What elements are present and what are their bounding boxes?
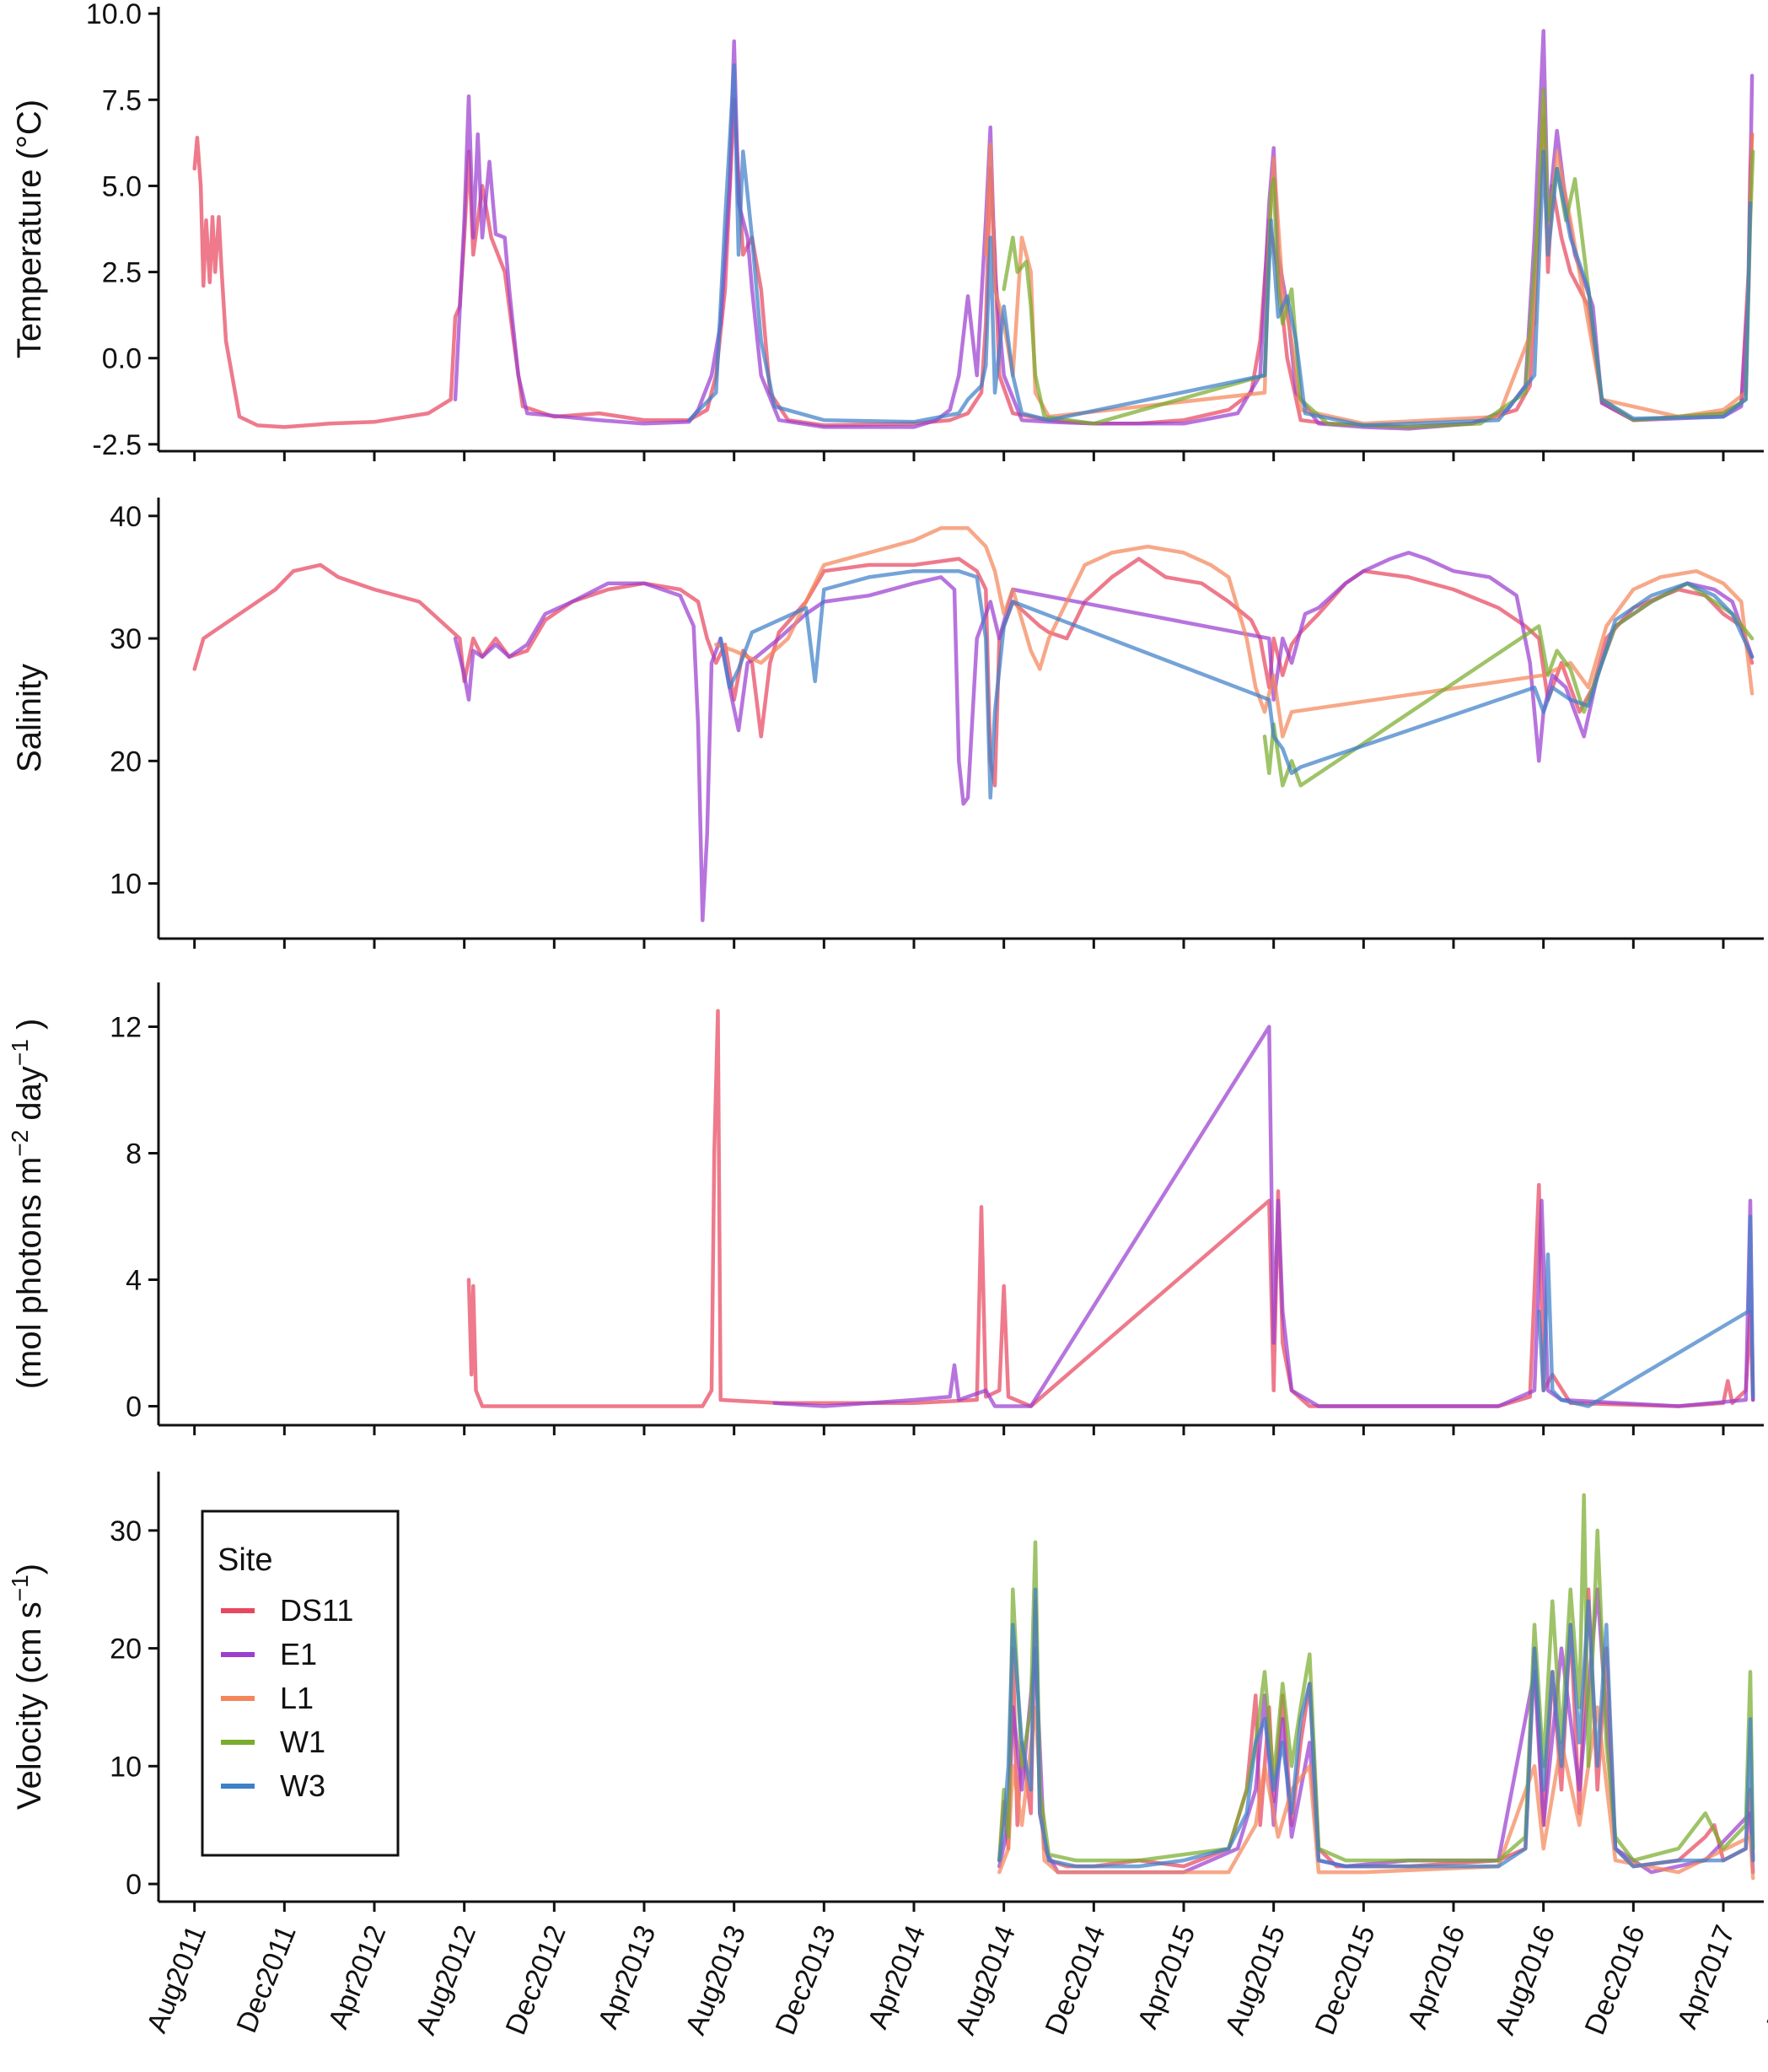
temperature-y-tick-label: 2.5 [102, 257, 142, 289]
x-tick-label: Aug2013 [680, 1921, 752, 2039]
x-tick-label: Aug2011 [141, 1921, 212, 2037]
temperature-y-tick-label: 0.0 [102, 343, 142, 375]
legend-box [201, 1510, 400, 1857]
salinity-y-tick-label: 10 [110, 869, 142, 901]
light-y-tick-label: 8 [126, 1138, 142, 1171]
salinity-y-axis-title: Salinity [11, 664, 48, 772]
x-tick-label: Apr2013 [592, 1921, 662, 2033]
x-tick-label: Apr2016 [1401, 1921, 1471, 2033]
light-y-tick-label: 12 [110, 1012, 142, 1044]
x-tick-label: Apr2015 [1131, 1921, 1201, 2033]
x-tick-label: Apr2012 [322, 1921, 392, 2033]
legend-title: Site [218, 1542, 272, 1578]
x-tick-label: Aug2016 [1489, 1921, 1561, 2039]
x-tick-label: Dec2015 [1309, 1921, 1382, 2039]
velocity-y-tick-label: 30 [110, 1515, 142, 1547]
velocity-line-l1 [997, 1705, 1755, 1881]
salinity-panel: 40 30 20 10 Salinity [11, 498, 1764, 949]
temperature-y-tick-label: 10.0 [86, 0, 142, 30]
light-line-e1 [772, 1025, 1755, 1408]
legend-label-w1: W1 [280, 1725, 325, 1759]
velocity-panel: 30 20 10 0 Velocity (cm s−1) [7, 1472, 1764, 1912]
temperature-line-e1 [453, 29, 1755, 431]
x-tick-label: Aug2012 [410, 1921, 482, 2039]
legend-label-ds11: DS11 [280, 1593, 353, 1628]
light-y-axis-title: (mol photons m−2 day−1 ) [7, 1019, 49, 1390]
temperature-line-w3 [687, 63, 1753, 428]
x-tick-label: Dec2011 [230, 1921, 302, 2037]
temperature-y-tick-label: 7.5 [102, 84, 142, 116]
light-series-group [466, 1009, 1755, 1408]
x-axis-labels: Aug2011 Dec2011 Apr2012 Aug2012 Dec2012 Apr20… [141, 1921, 1768, 2039]
x-tick-label: Dec2013 [770, 1921, 842, 2039]
velocity-y-tick-label: 20 [110, 1633, 142, 1666]
velocity-y-axis-title: Velocity (cm s−1) [7, 1563, 49, 1810]
salinity-y-tick-label: 20 [110, 745, 142, 778]
temperature-series-group [192, 29, 1755, 431]
salinity-line-ds11 [192, 557, 1755, 788]
salinity-line-w3 [718, 568, 1755, 800]
legend-label-e1: E1 [280, 1637, 317, 1671]
velocity-line-ds11 [997, 1587, 1755, 1869]
x-tick-label: Aug2017 [1759, 1921, 1768, 2039]
velocity-line-w1 [997, 1493, 1755, 1863]
light-line-w3 [1537, 1214, 1755, 1408]
x-tick-label: Apr2017 [1671, 1921, 1741, 2033]
legend-label-l1: L1 [280, 1681, 314, 1715]
light-y-tick-label: 0 [126, 1391, 142, 1423]
x-tick-label: Dec2012 [500, 1921, 572, 2039]
salinity-line-l1 [714, 526, 1755, 739]
velocity-line-e1 [997, 1587, 1755, 1875]
salinity-y-tick-label: 30 [110, 623, 142, 655]
velocity-series-group [997, 1493, 1755, 1881]
temperature-panel: 10.0 7.5 5.0 2.5 0.0 -2.5 Temperature (°C) [11, 0, 1764, 461]
salinity-series-group [192, 526, 1755, 923]
temperature-line-ds11 [192, 98, 1755, 429]
x-tick-label: Apr2014 [862, 1921, 932, 2033]
velocity-y-tick-label: 10 [110, 1751, 142, 1783]
light-y-tick-label: 4 [126, 1265, 142, 1297]
salinity-line-e1 [453, 551, 1755, 923]
temperature-line-w1 [1002, 87, 1755, 429]
temperature-y-tick-label: 5.0 [102, 170, 142, 202]
temperature-line-l1 [984, 98, 1755, 426]
salinity-y-tick-label: 40 [110, 501, 142, 533]
x-tick-label: Aug2014 [949, 1921, 1022, 2039]
x-tick-label: Dec2014 [1040, 1921, 1112, 2039]
temperature-y-axis-title: Temperature (°C) [11, 100, 48, 358]
light-panel: 12 8 4 0 (mol photons m−2 day−1 ) [7, 982, 1764, 1435]
x-tick-label: Aug2015 [1219, 1921, 1292, 2039]
velocity-y-tick-label: 0 [126, 1869, 142, 1901]
legend-label-w3: W3 [280, 1768, 325, 1803]
light-line-ds11 [466, 1009, 1755, 1408]
velocity-line-w3 [997, 1587, 1755, 1869]
x-tick-label: Dec2016 [1579, 1921, 1652, 2039]
temperature-y-tick-label: -2.5 [92, 429, 142, 461]
